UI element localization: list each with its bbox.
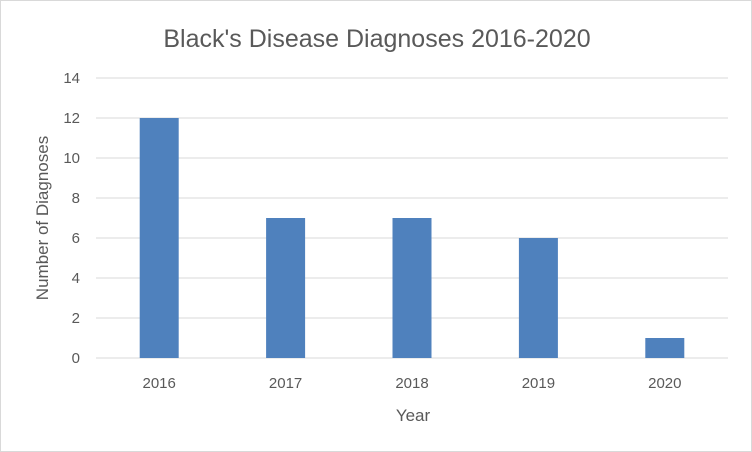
y-axis-label: Number of Diagnoses (33, 136, 52, 300)
y-tick-label: 12 (63, 110, 80, 127)
y-tick-label: 0 (72, 350, 80, 367)
bar-2017 (266, 218, 306, 358)
bar-2016 (139, 118, 179, 358)
bar-2019 (518, 238, 558, 358)
y-tick-label: 6 (72, 230, 80, 247)
y-tick-label: 8 (72, 190, 80, 207)
y-tick-label: 10 (63, 150, 80, 167)
y-tick-label: 4 (72, 270, 80, 287)
x-tick-label: 2020 (648, 375, 681, 392)
bar-2020 (645, 338, 685, 358)
x-tick-label: 2019 (522, 375, 555, 392)
y-tick-labels: 0 2 4 6 8 10 12 14 (63, 70, 80, 367)
bar-2018 (392, 218, 432, 358)
x-tick-label: 2017 (269, 375, 302, 392)
y-tick-label: 2 (72, 310, 80, 327)
bars (139, 118, 685, 358)
x-tick-label: 2018 (395, 375, 428, 392)
y-tick-label: 14 (63, 70, 80, 87)
x-tick-label: 2016 (143, 375, 176, 392)
chart-title: Black's Disease Diagnoses 2016-2020 (163, 25, 590, 53)
x-tick-labels: 2016 2017 2018 2019 2020 (143, 375, 682, 392)
x-axis-label: Year (396, 406, 431, 425)
